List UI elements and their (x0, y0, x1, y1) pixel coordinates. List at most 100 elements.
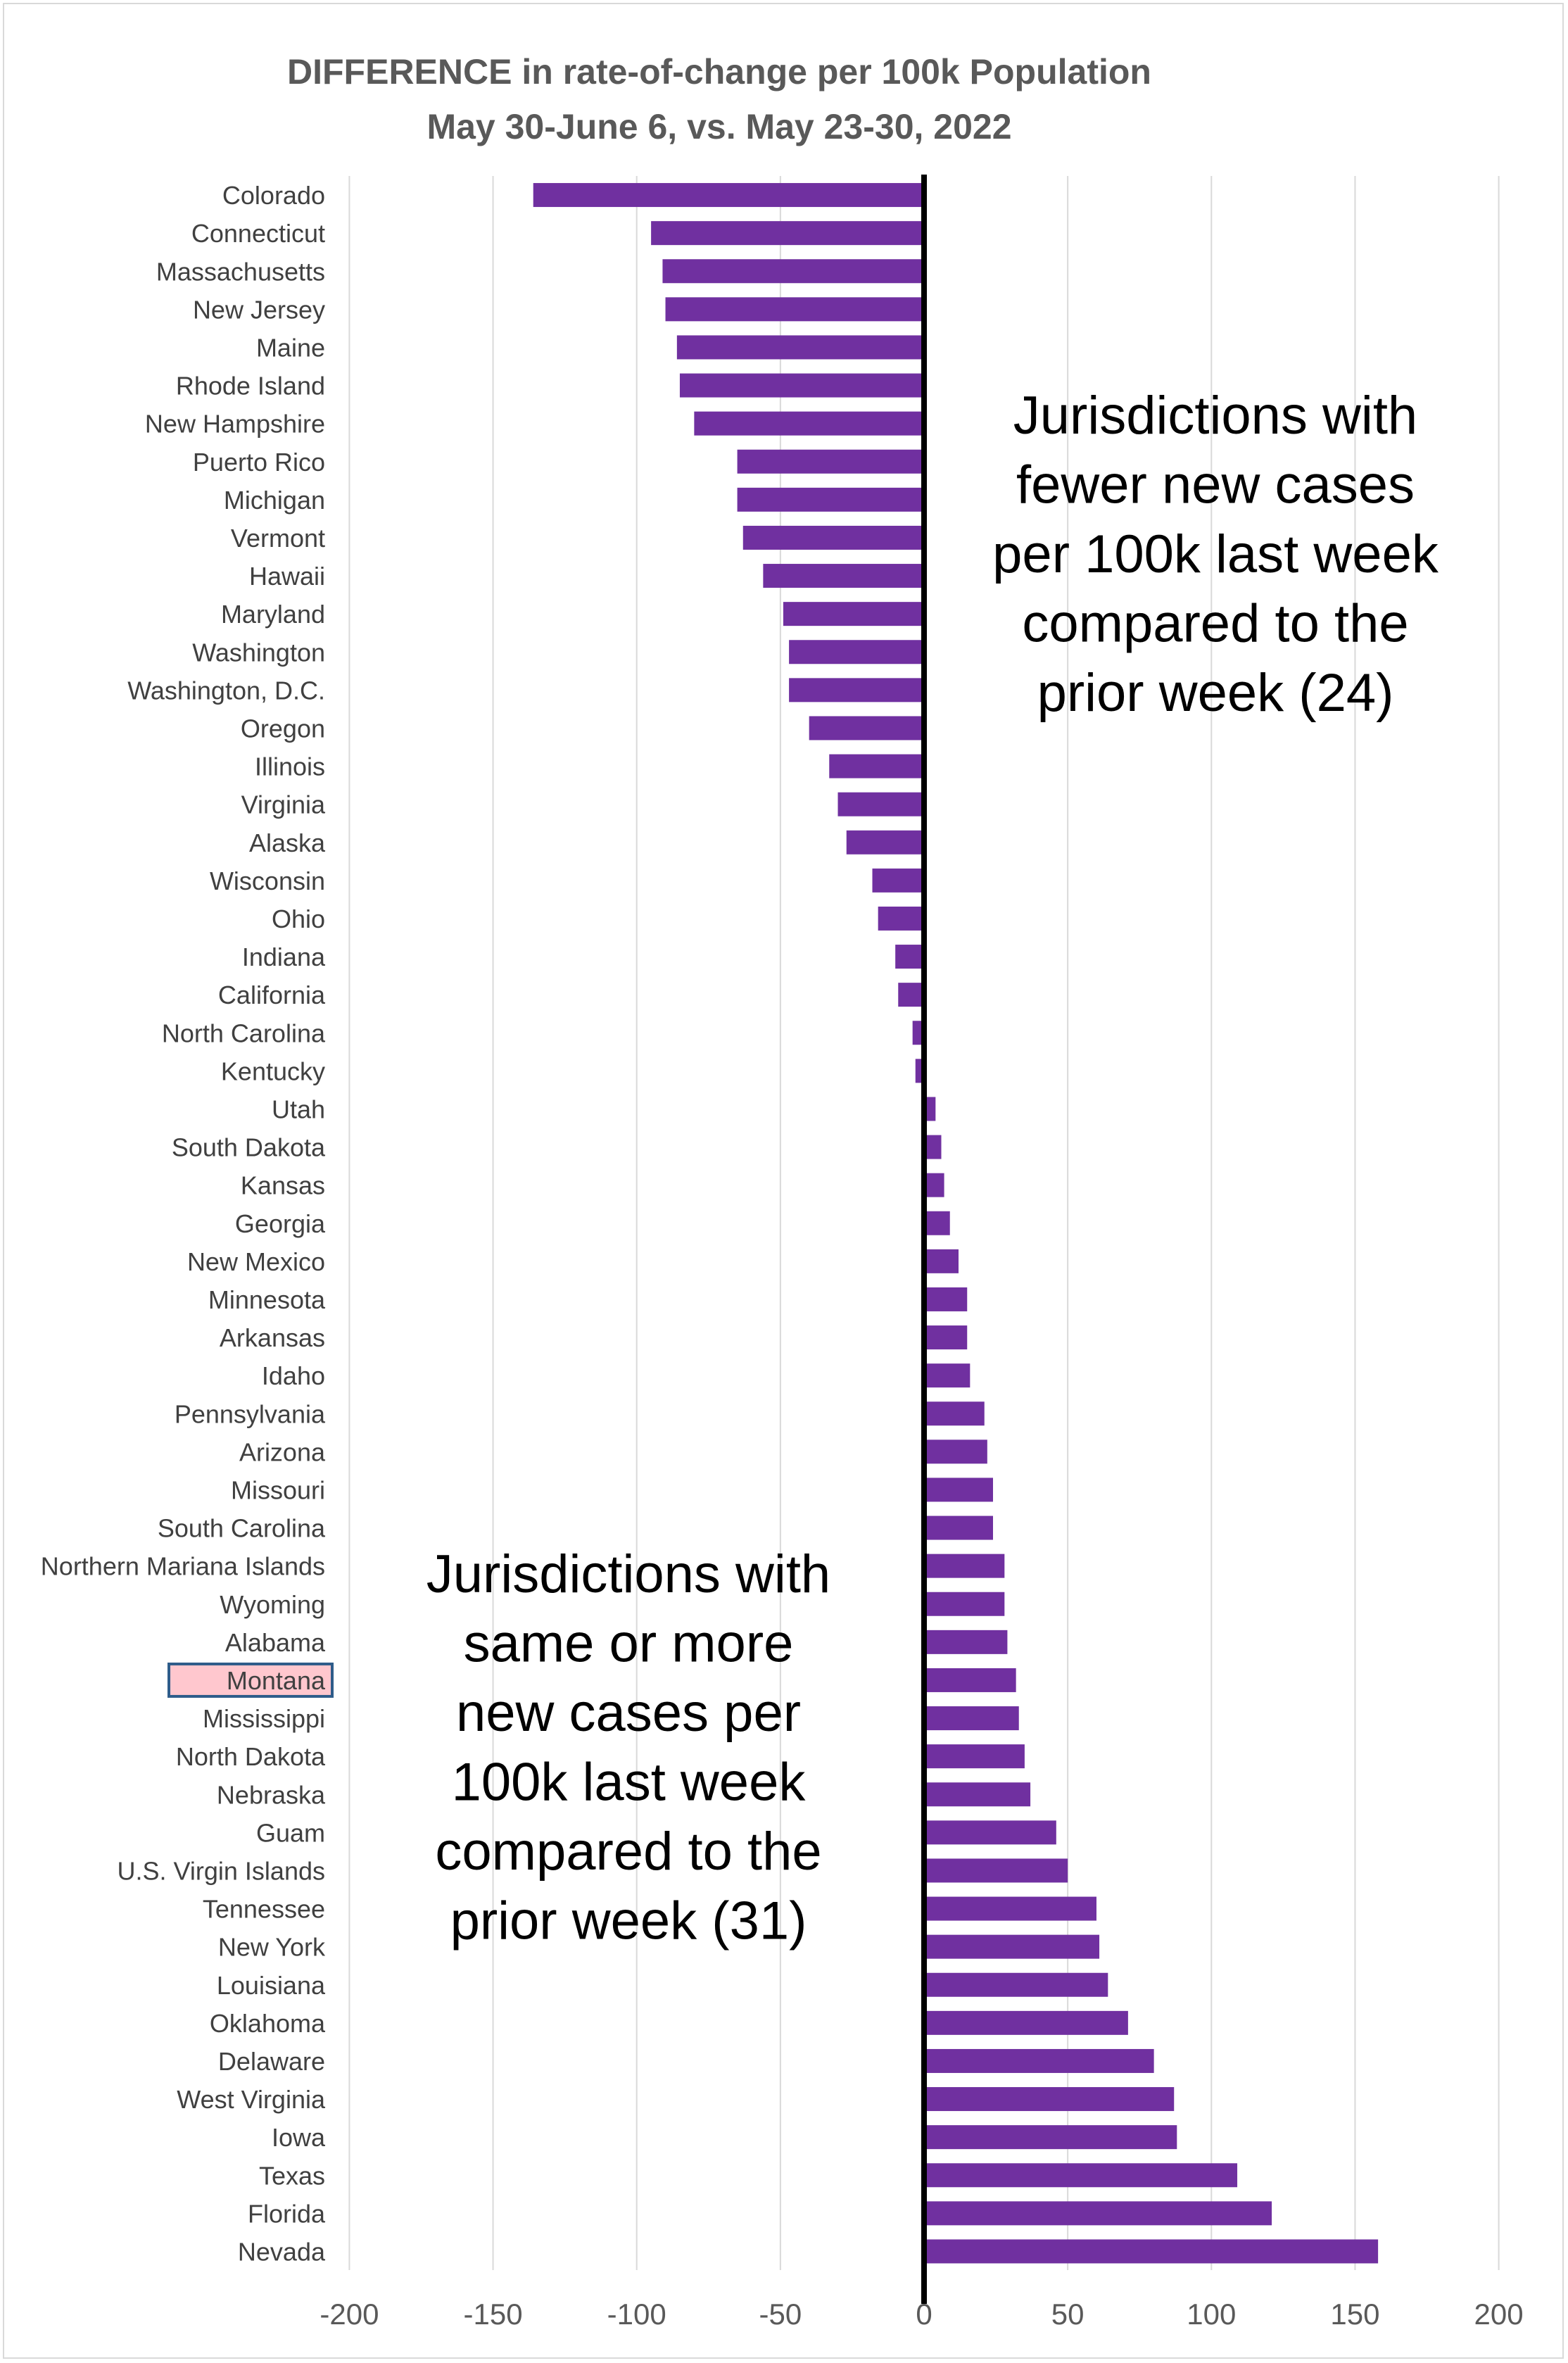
category-label: Massachusetts (156, 257, 325, 286)
bar (763, 564, 924, 588)
bar (895, 945, 924, 969)
category-label: Missouri (231, 1475, 325, 1504)
bar (924, 1477, 993, 1502)
bar (924, 1820, 1056, 1845)
annotations: Jurisdictions with fewer new cases per 100… (426, 386, 1439, 1951)
bar (924, 2239, 1379, 2264)
category-label: Utah (272, 1095, 325, 1123)
category-label: Illinois (255, 752, 325, 781)
category-labels: Colorado Connecticut Massachusetts New Jers… (41, 181, 334, 2266)
annotation-line: same or more (464, 1614, 794, 1674)
x-tick-label: 200 (1474, 2298, 1524, 2331)
gridlines (348, 176, 1500, 2270)
category-label: Florida (248, 2199, 326, 2228)
bar (924, 2010, 1128, 2035)
bar (924, 2163, 1238, 2188)
bar (924, 1173, 944, 1197)
bar (872, 868, 924, 893)
bar (694, 411, 924, 436)
category-label: New York (218, 1933, 326, 1962)
category-label: Mississippi (203, 1704, 325, 1733)
bar (837, 792, 924, 817)
category-label: New Hampshire (145, 410, 325, 439)
category-label: Maine (256, 333, 325, 362)
annotation-line: 100k last week (452, 1753, 807, 1813)
category-label: South Dakota (172, 1133, 326, 1162)
bar (924, 1097, 936, 1121)
bar (878, 906, 924, 931)
bar (651, 221, 924, 246)
annotation-text: Jurisdictions with same or more new cases … (426, 1544, 830, 1951)
x-tick-labels: -200 -150 -100 -50 0 50 100 150 200 (320, 2298, 1523, 2331)
category-label: Idaho (262, 1361, 325, 1390)
category-label: Pennsylvania (175, 1399, 326, 1428)
bar (924, 1592, 1005, 1616)
category-label: Rhode Island (176, 372, 325, 401)
category-label: Wisconsin (210, 867, 325, 895)
bar (924, 1516, 993, 1540)
category-label: Arkansas (220, 1323, 325, 1352)
x-tick-label: 100 (1187, 2298, 1236, 2331)
bar (924, 1135, 942, 1159)
bar (533, 183, 924, 208)
bar (912, 1021, 924, 1045)
category-label: Vermont (231, 524, 325, 553)
x-tick-label: -100 (607, 2298, 666, 2331)
category-label: Alaska (249, 828, 326, 857)
category-label: Kansas (241, 1171, 325, 1200)
category-label: California (218, 981, 326, 1009)
category-label: Oklahoma (210, 2009, 326, 2038)
category-label: Alabama (225, 1628, 326, 1657)
chart-frame (3, 3, 1564, 2359)
bar (665, 297, 924, 322)
annotation-line: per 100k last week (992, 524, 1439, 584)
annotation-line: fewer new cases (1016, 455, 1415, 515)
category-label: Washington, D.C. (127, 676, 325, 705)
bar (924, 2048, 1154, 2073)
category-label: Tennessee (203, 1895, 325, 1924)
category-label: Delaware (218, 2047, 325, 2076)
category-label: Guam (256, 1818, 325, 1847)
category-label: Wyoming (220, 1590, 325, 1619)
annotation-line: prior week (24) (1037, 663, 1394, 723)
category-label: West Virginia (177, 2085, 326, 2114)
bar (924, 1706, 1019, 1731)
annotation-line: Jurisdictions with (426, 1544, 830, 1604)
bar (924, 1401, 985, 1426)
category-label: Montana (227, 1666, 326, 1695)
category-label: South Carolina (158, 1514, 326, 1543)
bar (783, 602, 924, 626)
bar (742, 525, 924, 550)
bar (924, 1211, 950, 1235)
category-label: Connecticut (191, 219, 325, 248)
highlight-box (167, 1662, 334, 1698)
annotation-line: compared to the (435, 1822, 821, 1882)
x-tick-label: -150 (464, 2298, 523, 2331)
category-label: New Mexico (187, 1247, 325, 1276)
bar (924, 1439, 987, 1464)
annotation-line: new cases per (456, 1683, 801, 1743)
category-label: Georgia (235, 1209, 326, 1238)
bar (924, 1249, 959, 1273)
bar (924, 1363, 970, 1388)
category-label: North Dakota (176, 1742, 326, 1771)
bar (924, 1896, 1096, 1921)
bar (846, 830, 924, 855)
bar (737, 487, 924, 512)
annotation-line: prior week (31) (450, 1891, 807, 1951)
bar (789, 640, 924, 664)
category-label: Puerto Rico (193, 448, 325, 477)
x-tick-label: 0 (916, 2298, 932, 2331)
category-label: U.S. Virgin Islands (118, 1856, 325, 1885)
bar (679, 373, 924, 398)
bars (533, 175, 1379, 2304)
bar (662, 259, 924, 284)
category-label: Nebraska (217, 1780, 326, 1809)
category-label: Kentucky (221, 1057, 325, 1085)
bar (809, 716, 924, 741)
category-label: Ohio (272, 905, 325, 933)
bar (898, 983, 924, 1007)
bar (924, 2201, 1272, 2226)
bar (924, 1972, 1108, 1997)
